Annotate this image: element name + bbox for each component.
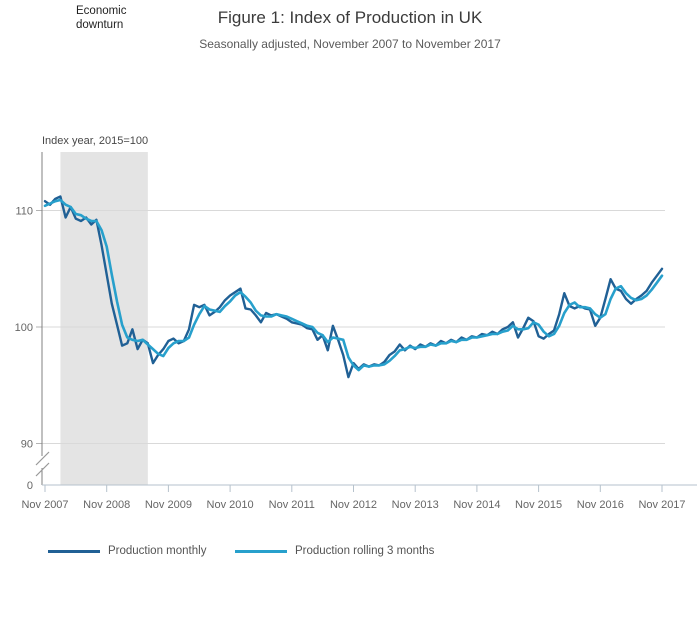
monthly-line-swatch (48, 549, 100, 553)
x-tick-label-Nov-2007: Nov 2007 (21, 499, 68, 511)
x-tick-label-Nov-2011: Nov 2011 (269, 499, 315, 511)
y-tick-label-110: 110 (15, 206, 33, 218)
legend-item-monthly: Production monthly (48, 542, 206, 560)
y-tick-label-0: 0 (27, 480, 33, 492)
y-tick-label-100: 100 (15, 322, 33, 334)
recession-band (60, 152, 148, 485)
x-tick-label-Nov-2009: Nov 2009 (145, 499, 192, 511)
axis-break-slash-1 (35, 451, 50, 466)
legend-label-monthly: Production monthly (108, 545, 207, 557)
axis-break-slash-2 (35, 462, 50, 477)
rolling-line-swatch (235, 549, 287, 553)
x-tick-label-Nov-2016: Nov 2016 (577, 499, 624, 511)
x-tick-label-Nov-2013: Nov 2013 (392, 499, 439, 511)
y-tick-label-90: 90 (21, 439, 33, 451)
legend-item-rolling: Production rolling 3 months (235, 542, 434, 560)
x-tick-label-Nov-2012: Nov 2012 (330, 499, 377, 511)
chart-svg: 110 100 90 0 Nov 2007 Nov 2008 Nov 2009 Nov 201… (15, 152, 697, 511)
economic-downturn-label: Economic downturn (76, 5, 127, 31)
x-tick-label-Nov-2008: Nov 2008 (83, 499, 130, 511)
y-axis-title: Index year, 2015=100 (42, 135, 149, 147)
chart-subtitle: Seasonally adjusted, November 2007 to No… (199, 37, 501, 51)
x-tick-label-Nov-2017: Nov 2017 (638, 499, 685, 511)
x-tick-label-Nov-2010: Nov 2010 (207, 499, 254, 511)
legend-label-rolling: Production rolling 3 months (295, 545, 435, 557)
legend: Production monthly Production rolling 3 … (0, 542, 700, 560)
x-tick-label-Nov-2015: Nov 2015 (515, 499, 562, 511)
series-line-rolling-3-months (43, 198, 664, 372)
chart-title: Figure 1: Index of Production in UK (217, 8, 483, 27)
x-tick-label-Nov-2014: Nov 2014 (453, 499, 500, 511)
